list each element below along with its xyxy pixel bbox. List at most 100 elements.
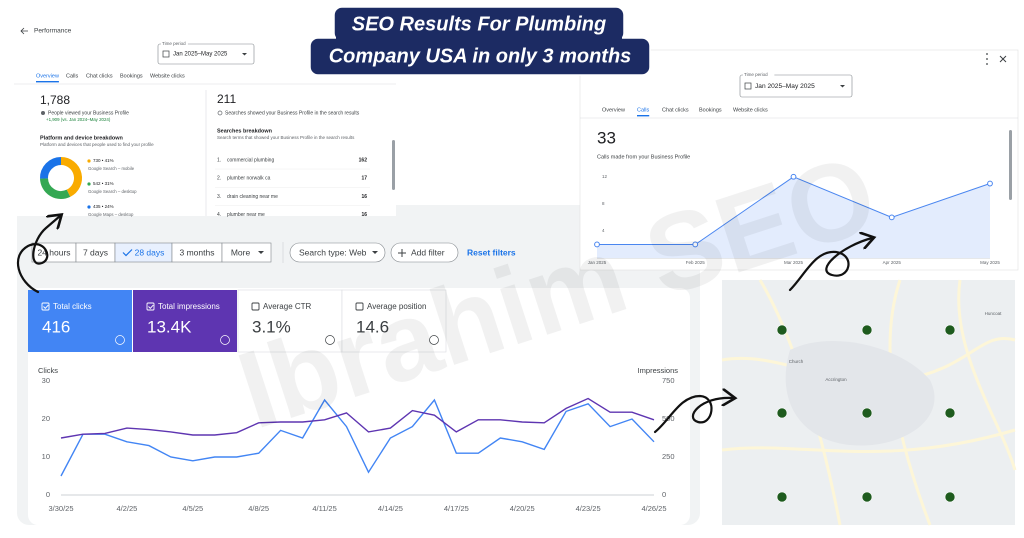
map-marker[interactable] [861, 324, 873, 336]
search-type-button[interactable] [289, 242, 386, 263]
banner-line-1: SEO Results For Plumbing [352, 13, 606, 35]
dropdown-icon [258, 251, 264, 254]
reset-filters-link: Reset filters [467, 247, 516, 257]
row-count: 162 [359, 157, 368, 163]
map-marker[interactable] [861, 491, 873, 503]
searches-label: Searches showed your Business Profile in… [225, 110, 360, 116]
map-marker[interactable] [776, 491, 788, 503]
page-heading: Performance [34, 28, 72, 35]
place-label: Accrington [825, 377, 847, 382]
time-period-select[interactable] [739, 74, 853, 98]
y-tick-label: 20 [42, 414, 50, 423]
y2-tick-label: 750 [662, 376, 675, 385]
breakdown-title: Platform and device breakdown [40, 135, 123, 141]
banner-joint [336, 33, 622, 43]
annotation-arrow [17, 216, 60, 294]
map-marker[interactable] [861, 407, 873, 419]
x-tick-label: Feb 2025 [686, 260, 706, 265]
time-period-value: Jan 2025–May 2025 [173, 52, 228, 58]
calendar-icon [744, 82, 752, 90]
menu-dot [986, 53, 988, 55]
menu-dot [986, 58, 988, 60]
metric-card[interactable] [341, 289, 447, 353]
legend-name: Google Maps – desktop [88, 212, 134, 217]
y-tick-label: 4 [602, 228, 605, 233]
tab-indicator [36, 81, 59, 83]
views-value: 1,788 [40, 93, 70, 107]
x-tick-label: 4/20/25 [510, 504, 535, 513]
map-marker[interactable] [776, 407, 788, 419]
legend-dot [87, 205, 91, 209]
donut-segment [60, 157, 82, 197]
data-point [594, 241, 600, 248]
tab[interactable]: Website clicks [150, 73, 185, 79]
x-tick-label: 4/11/25 [312, 504, 336, 513]
row-term: commercial plumbing [227, 157, 274, 163]
x-tick-label: 4/23/25 [576, 504, 601, 513]
tab[interactable]: Calls [637, 107, 649, 113]
metric-label: Total clicks [53, 302, 92, 311]
map-marker[interactable] [776, 324, 788, 336]
legend-name: Google Search – desktop [88, 189, 137, 194]
calls-label: Calls made from your Business Profile [597, 154, 690, 160]
y2-tick-label: 250 [662, 452, 675, 461]
map-marker[interactable] [944, 407, 956, 419]
time-label-bg [161, 41, 188, 46]
dropdown-icon [242, 53, 247, 56]
y-axis-label: Clicks [38, 366, 58, 375]
metric-value: 14.6 [356, 317, 389, 336]
metric-label: Average CTR [263, 302, 312, 311]
metric-card[interactable] [237, 289, 343, 353]
data-point [888, 214, 895, 221]
data-point [987, 180, 993, 187]
x-tick-label: 3/30/25 [48, 504, 73, 513]
donut-segment [40, 157, 62, 179]
tab[interactable]: Bookings [120, 73, 143, 79]
data-point [790, 173, 797, 180]
metric-value: 3.1% [252, 317, 291, 336]
road [721, 428, 1016, 454]
x-tick-label: 4/14/25 [378, 504, 403, 513]
donut-segment [40, 178, 71, 199]
metric-card[interactable] [28, 290, 132, 352]
place-label: Huncoat [985, 311, 1003, 316]
time-period-label: Time period [162, 41, 186, 46]
time-period-label: Time period [744, 72, 768, 77]
help-icon [220, 335, 230, 345]
y-tick-label: 12 [602, 174, 608, 179]
road [957, 279, 1017, 471]
range-button[interactable] [221, 242, 272, 263]
time-period-select[interactable] [157, 43, 255, 65]
tab[interactable]: Chat clicks [86, 73, 113, 79]
tab[interactable]: Chat clicks [662, 107, 689, 113]
legend-value: 542 • 31% [93, 181, 114, 186]
urban-area [785, 341, 935, 446]
metric-card[interactable] [133, 290, 237, 352]
tab[interactable]: Calls [66, 73, 78, 79]
map-marker[interactable] [944, 324, 956, 336]
metric-value: 416 [42, 317, 70, 336]
map-marker[interactable] [944, 491, 956, 503]
legend-value: 730 • 41% [93, 158, 114, 163]
tab[interactable]: Overview [602, 107, 625, 113]
metric-value: 13.4K [147, 317, 192, 336]
tab[interactable]: Bookings [699, 107, 722, 113]
legend-dot [87, 182, 91, 186]
help-icon [429, 335, 439, 345]
tab[interactable]: Overview [36, 73, 59, 79]
row-rank: 2. [217, 176, 221, 182]
views-change: +1,909 (vs. Jan 2024–May 2024) [46, 117, 111, 122]
checkbox [41, 302, 50, 311]
y-tick-label: 0 [46, 490, 50, 499]
legend-name: Google Search – mobile [88, 166, 135, 171]
row-count: 17 [361, 176, 367, 182]
add-filter-button[interactable] [390, 242, 459, 263]
annotation-arrow [653, 396, 733, 434]
check-icon [43, 304, 49, 309]
tab[interactable]: Website clicks [733, 107, 768, 113]
row-term: plumber near me [227, 212, 265, 218]
checkbox [251, 302, 260, 311]
search-type-label: Search type: Web [299, 247, 367, 257]
time-label-bg [743, 72, 775, 77]
dropdown-icon [372, 251, 378, 254]
